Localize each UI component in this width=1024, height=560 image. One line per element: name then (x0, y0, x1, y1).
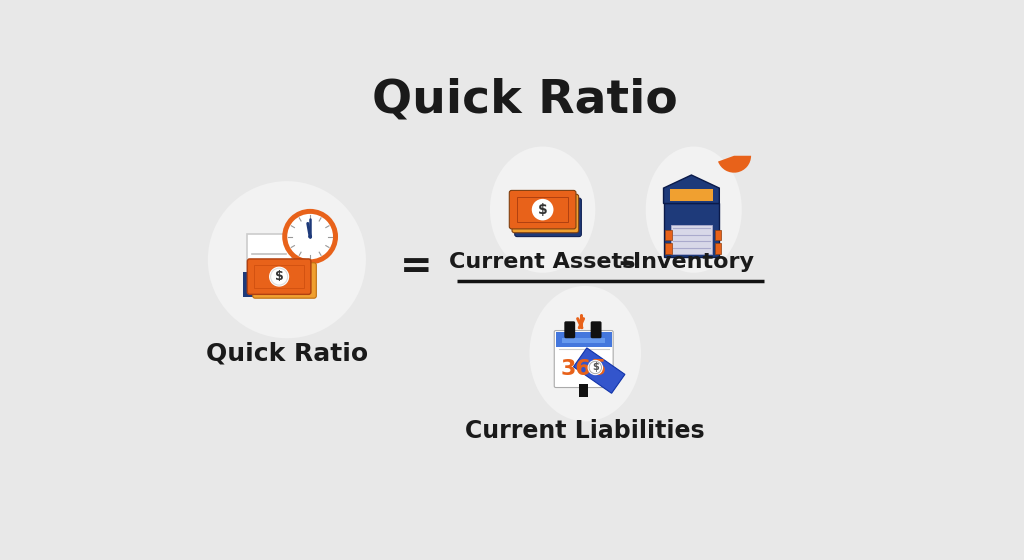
FancyBboxPatch shape (672, 225, 712, 254)
FancyBboxPatch shape (562, 338, 605, 343)
FancyBboxPatch shape (665, 243, 672, 254)
Circle shape (531, 199, 554, 221)
Text: $: $ (538, 203, 548, 217)
Wedge shape (718, 156, 751, 172)
Polygon shape (664, 175, 719, 203)
Circle shape (283, 209, 338, 264)
FancyBboxPatch shape (247, 234, 292, 295)
FancyBboxPatch shape (664, 203, 719, 258)
FancyBboxPatch shape (715, 230, 721, 240)
Text: Inventory: Inventory (633, 252, 755, 272)
Text: 365: 365 (560, 359, 607, 379)
FancyBboxPatch shape (515, 198, 582, 236)
Ellipse shape (529, 286, 641, 422)
FancyBboxPatch shape (253, 263, 316, 298)
FancyBboxPatch shape (715, 243, 721, 254)
Text: Current Liabilities: Current Liabilities (466, 419, 706, 442)
Circle shape (208, 181, 366, 338)
Text: $: $ (274, 270, 284, 283)
Circle shape (308, 235, 312, 239)
Circle shape (288, 214, 333, 259)
FancyBboxPatch shape (564, 321, 575, 338)
Text: Current Assets: Current Assets (450, 252, 636, 272)
FancyBboxPatch shape (554, 330, 613, 388)
Ellipse shape (646, 147, 741, 273)
Text: –: – (617, 248, 633, 277)
FancyBboxPatch shape (556, 332, 611, 347)
FancyBboxPatch shape (591, 321, 601, 338)
Circle shape (589, 361, 601, 374)
FancyBboxPatch shape (244, 272, 254, 297)
Circle shape (270, 268, 288, 285)
FancyBboxPatch shape (579, 384, 589, 396)
FancyBboxPatch shape (670, 189, 713, 201)
Text: Quick Ratio: Quick Ratio (206, 342, 368, 366)
FancyBboxPatch shape (509, 190, 575, 229)
Text: =: = (400, 249, 432, 286)
FancyBboxPatch shape (512, 194, 579, 233)
Ellipse shape (489, 147, 595, 273)
Circle shape (269, 267, 289, 287)
Text: $: $ (592, 362, 599, 372)
Polygon shape (573, 348, 625, 393)
FancyBboxPatch shape (665, 230, 672, 240)
FancyBboxPatch shape (248, 259, 311, 295)
Text: Quick Ratio: Quick Ratio (372, 77, 678, 122)
Circle shape (588, 360, 603, 375)
